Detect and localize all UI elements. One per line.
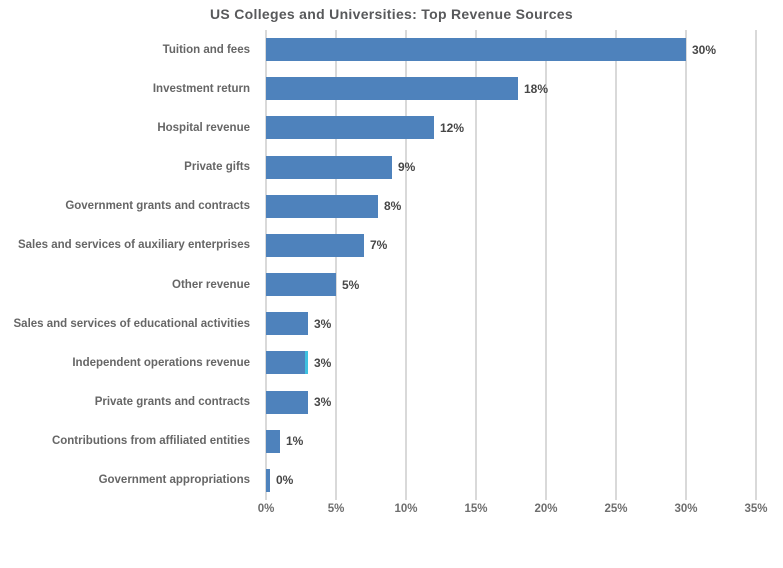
bar [266,312,308,336]
category-label: Private grants and contracts [94,396,250,409]
bar-row: 5% [266,265,756,304]
bar [266,468,270,492]
plot-area: 30% 18% 12% 9% 8% 7% 5% 3% 3% 3% 1% 0% [265,30,757,500]
bar-row: 1% [266,422,756,461]
x-tick-label: 30% [674,503,698,515]
bar [266,77,518,101]
bar [266,116,434,140]
category-label: Tuition and fees [162,43,250,56]
x-tick-label: 0% [257,503,275,515]
category-label: Sales and services of educational activi… [13,317,251,330]
bar-row: 3% [266,383,756,422]
data-label: 18% [524,81,549,96]
bar [266,351,308,375]
category-label: Private gifts [184,161,250,174]
chart-title: US Colleges and Universities: Top Revenu… [210,6,573,22]
y-axis-category-labels: Tuition and fees Investment return Hospita… [0,30,258,500]
bar [266,155,392,179]
bar [266,390,308,414]
category-label: Other revenue [172,278,250,291]
category-label: Sales and services of auxiliary enterpri… [17,239,250,252]
gridline-20% [544,30,547,500]
data-label: 12% [440,120,465,135]
category-label: Government appropriations [98,474,250,487]
bar [266,194,378,218]
gridline-30% [685,30,687,500]
category-label: Independent operations revenue [72,356,250,369]
data-label: 7% [370,238,388,253]
data-label: 30% [692,42,717,57]
x-axis-tick-labels: 0% 5% 10% 15% 20% 25% 30% 35% [258,503,768,523]
gridlines [265,30,757,500]
bar-row: 0% [266,461,756,500]
bar-row: 3% [266,304,756,343]
bar-row: 12% [266,108,756,147]
data-label: 0% [276,473,294,488]
category-label: Hospital revenue [157,121,250,134]
gridline-10% [404,30,407,500]
data-label: 3% [314,316,332,331]
gridline-25% [615,30,617,500]
data-label: 3% [314,395,332,410]
bar-rows: 30% 18% 12% 9% 8% 7% 5% 3% 3% 3% 1% 0% [266,30,756,500]
category-label: Investment return [152,82,250,95]
bar [266,429,280,453]
data-label: 1% [285,434,304,449]
x-tick-label: 5% [327,503,345,515]
cyan-cursor-stripe [305,351,308,375]
data-label: 3% [314,355,332,370]
gridline-5% [334,30,337,500]
gridline-0% [265,30,267,500]
bar-row: 18% [266,69,756,108]
bar-row: 7% [266,226,756,265]
x-tick-label: 10% [394,503,418,515]
bar [266,273,336,297]
bar-row: 30% [266,30,756,69]
bar-row: 9% [266,148,756,187]
data-label: 8% [384,199,402,214]
category-label: Contributions from affiliated entities [51,435,250,448]
x-tick-label: 15% [464,503,488,515]
data-label: 5% [342,277,360,292]
bar-row: 8% [266,187,756,226]
bar [266,233,364,257]
gridline-35% [755,30,757,500]
x-tick-label: 25% [604,503,628,515]
x-tick-label: 20% [534,503,558,515]
data-label: 9% [398,160,416,175]
gridline-15% [475,30,477,500]
bar [266,38,686,62]
bar-row: 3% [266,343,756,382]
category-label: Government grants and contracts [65,200,250,213]
x-tick-label: 35% [744,503,768,515]
